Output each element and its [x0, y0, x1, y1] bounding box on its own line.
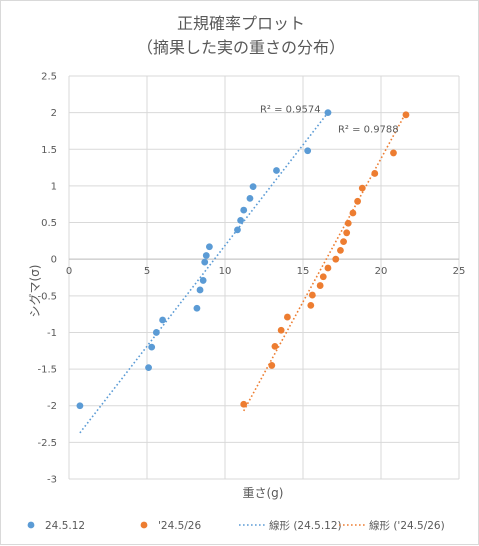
legend-label-1: 24.5.12 — [45, 520, 85, 532]
data-point-series-2 — [324, 264, 332, 272]
data-point-series-2 — [319, 273, 327, 281]
trendlines — [79, 112, 407, 434]
y-tick-label: -1.5 — [37, 365, 57, 376]
data-point-series-1 — [246, 194, 254, 202]
x-axis-label: 重さ(g) — [243, 486, 284, 500]
y-axis-label: シグマ(σ) — [28, 265, 42, 318]
trendline-2 — [243, 112, 407, 412]
y-tick-label: -3 — [47, 475, 57, 486]
data-point-series-2 — [332, 255, 340, 263]
data-point-series-2 — [354, 197, 361, 205]
data-point-series-2 — [371, 170, 379, 177]
chart-title-line1: 正規確率プロット — [177, 14, 305, 33]
data-point-series-2 — [390, 149, 397, 157]
data-point-series-2 — [343, 229, 351, 237]
chart-title-line2: （摘果した実の重さの分布） — [137, 38, 345, 57]
data-point-series-1 — [148, 343, 156, 351]
data-point-series-2 — [308, 291, 316, 299]
legend-marker-2 — [140, 521, 148, 529]
data-point-series-1 — [273, 167, 280, 174]
data-point-series-1 — [145, 364, 152, 372]
legend-label-4: 線形 ('24.5/26) — [369, 519, 445, 532]
x-tick-label: 5 — [144, 266, 150, 277]
data-point-series-2 — [271, 342, 279, 350]
y-tick-label: 1 — [51, 181, 57, 192]
data-point-series-1 — [202, 252, 210, 259]
y-tick-label: 2 — [51, 108, 57, 119]
data-point-series-1 — [196, 286, 204, 294]
r-squared-2: R² = 0.9788 — [338, 125, 399, 136]
y-tick-label: -2.5 — [37, 438, 57, 449]
x-tick-label: 20 — [375, 266, 388, 277]
data-point-series-2 — [316, 282, 324, 289]
x-tick-label: 10 — [219, 266, 232, 277]
data-point-series-1 — [199, 277, 207, 284]
y-tick-label: 1.5 — [41, 145, 57, 156]
y-tick-label: 0.5 — [41, 218, 57, 229]
y-tick-label: -0.5 — [37, 291, 57, 302]
data-point-series-1 — [324, 109, 332, 117]
y-tick-label: -2 — [47, 401, 57, 412]
data-point-series-2 — [284, 313, 291, 321]
y-tick-label: 0 — [51, 255, 57, 266]
data-point-series-1 — [249, 183, 257, 191]
legend: 24.5.12 '24.5/26 線形 (24.5.12) 線形 ('24.5/26) — [27, 519, 445, 532]
trendline-1 — [79, 112, 329, 434]
r-squared-1: R² = 0.9574 — [260, 105, 321, 116]
data-point-series-2 — [349, 209, 357, 217]
data-point-series-2 — [344, 219, 352, 227]
data-point-series-1 — [193, 304, 201, 312]
data-point-series-1 — [76, 402, 84, 410]
data-point-series-1 — [234, 226, 241, 234]
data-point-series-2 — [340, 238, 347, 245]
gridlines — [68, 75, 460, 480]
r-squared-labels: R² = 0.9574 R² = 0.9788 — [260, 105, 399, 136]
data-point-series-2 — [307, 301, 315, 309]
data-point-series-2 — [277, 326, 285, 334]
data-point-series-2 — [402, 111, 410, 119]
legend-label-3: 線形 (24.5.12) — [269, 519, 342, 532]
legend-marker-1 — [27, 521, 35, 529]
data-point-series-2 — [268, 362, 276, 369]
data-point-series-1 — [304, 147, 312, 155]
data-point-series-1 — [240, 206, 248, 214]
data-point-series-1 — [206, 243, 213, 251]
data-point-series-1 — [237, 216, 245, 224]
data-point-series-2 — [240, 400, 248, 408]
tick-labels: 2.5 2 1.5 1 0.5 0 -0.5 -1 -1.5 -2 -2.5 -3 0 5 10 15 20 25 — [37, 72, 465, 486]
y-tick-label: -1 — [47, 328, 57, 339]
x-tick-label: 25 — [453, 266, 466, 277]
data-point-series-1 — [201, 258, 209, 266]
legend-label-2: '24.5/26 — [158, 520, 201, 532]
x-tick-label: 15 — [297, 266, 310, 277]
data-point-series-1 — [152, 329, 160, 336]
data-point-series-1 — [159, 316, 167, 324]
data-points — [76, 109, 410, 410]
data-point-series-2 — [337, 246, 344, 254]
y-tick-label: 2.5 — [41, 72, 57, 83]
data-point-series-2 — [358, 184, 366, 192]
x-tick-label: 0 — [66, 266, 72, 277]
